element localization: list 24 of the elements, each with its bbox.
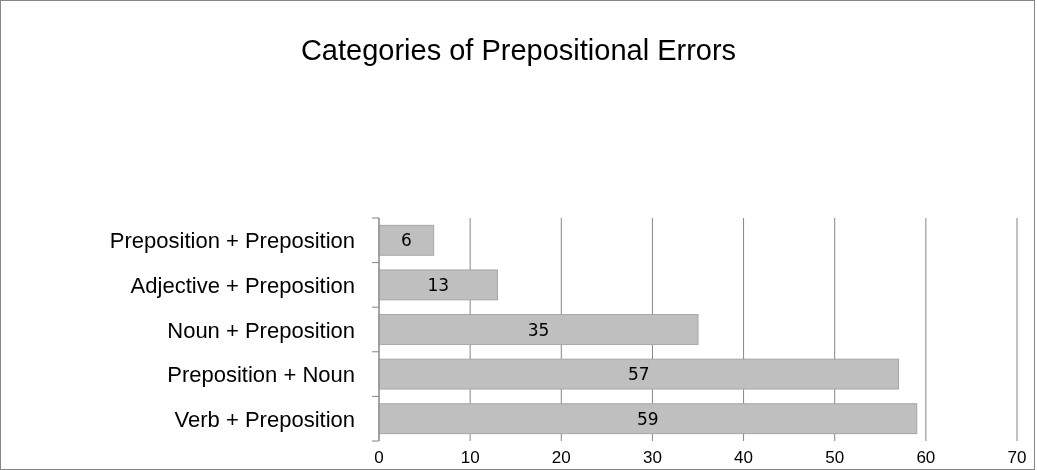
data-label: 13 (427, 274, 450, 295)
x-tick-label: 40 (734, 448, 754, 467)
bar (378, 314, 699, 345)
x-tick-label: 70 (1007, 448, 1027, 467)
bar (378, 269, 498, 301)
bar (378, 224, 435, 256)
y-tick-label: Preposition + Noun (167, 362, 355, 388)
x-tick-label: 50 (825, 448, 845, 467)
data-label: 59 (637, 408, 659, 429)
data-label: 35 (527, 319, 550, 340)
x-tick-label: 60 (916, 448, 936, 467)
data-label: 57 (627, 364, 650, 385)
x-tick-label: 20 (551, 448, 571, 467)
y-tick-label: Preposition + Preposition (109, 228, 355, 254)
x-tick-label: 30 (642, 448, 662, 467)
y-tick-label: Noun + Preposition (167, 317, 355, 343)
x-tick-label: 0 (374, 448, 384, 467)
x-tick-label: 10 (460, 448, 480, 467)
data-label: 6 (400, 230, 412, 251)
y-tick-label: Verb + Preposition (174, 406, 355, 432)
bar (378, 403, 918, 435)
bar (378, 358, 900, 390)
chart-title: Categories of Prepositional Errors (300, 34, 737, 66)
y-tick-label: Adjective + Preposition (130, 272, 355, 298)
